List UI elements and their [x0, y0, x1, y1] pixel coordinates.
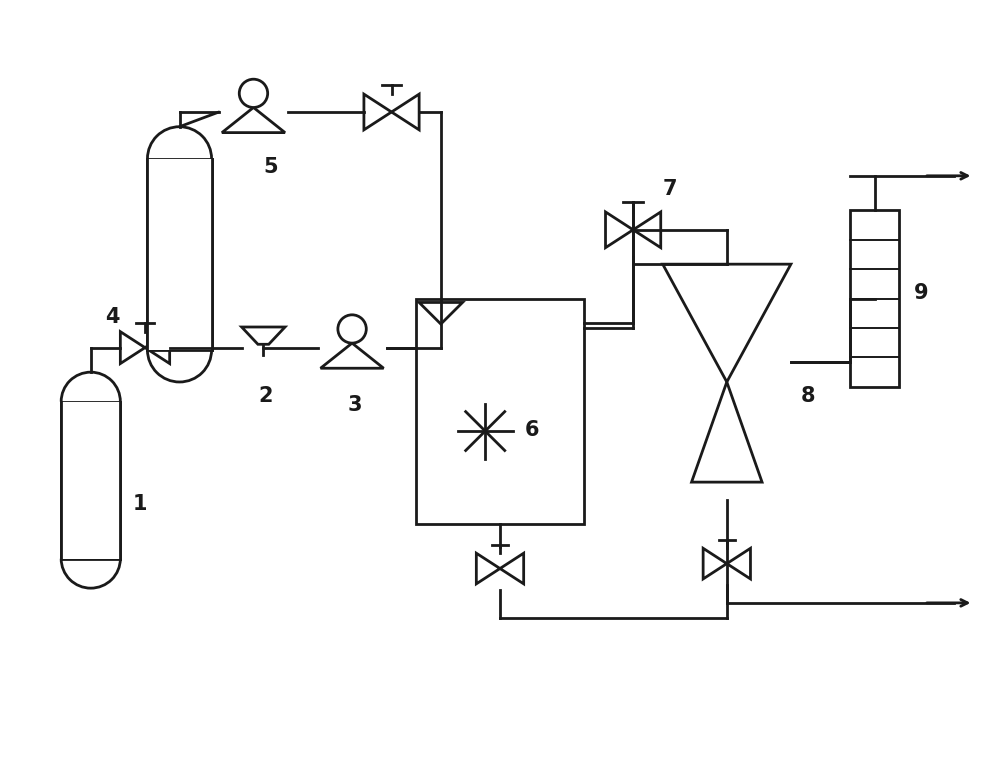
Text: 1: 1	[133, 494, 147, 514]
Text: 9: 9	[914, 283, 929, 303]
Bar	[416, 299, 584, 524]
Text: 2: 2	[258, 386, 273, 405]
Polygon shape	[392, 94, 419, 130]
Text: 3: 3	[347, 395, 362, 415]
Polygon shape	[500, 553, 524, 584]
Bar	[61, 402, 120, 559]
Polygon shape	[145, 331, 170, 363]
Polygon shape	[222, 107, 285, 133]
Polygon shape	[692, 382, 762, 482]
Polygon shape	[419, 303, 463, 324]
Text: 5: 5	[263, 157, 278, 177]
Text: 4: 4	[106, 307, 120, 327]
Bar	[850, 210, 899, 387]
Polygon shape	[321, 343, 384, 368]
Bar	[61, 402, 120, 559]
Polygon shape	[606, 212, 633, 248]
Polygon shape	[727, 549, 750, 579]
Polygon shape	[703, 549, 727, 579]
Polygon shape	[476, 553, 500, 584]
Text: 6: 6	[525, 420, 539, 440]
Polygon shape	[120, 331, 145, 363]
Circle shape	[338, 315, 366, 343]
Bar	[147, 158, 212, 350]
Polygon shape	[633, 212, 661, 248]
Bar	[147, 158, 212, 350]
Polygon shape	[242, 327, 285, 344]
Text: 7: 7	[663, 179, 677, 200]
Polygon shape	[663, 264, 791, 382]
Polygon shape	[364, 94, 392, 130]
Circle shape	[239, 79, 268, 107]
Text: 8: 8	[801, 386, 815, 405]
